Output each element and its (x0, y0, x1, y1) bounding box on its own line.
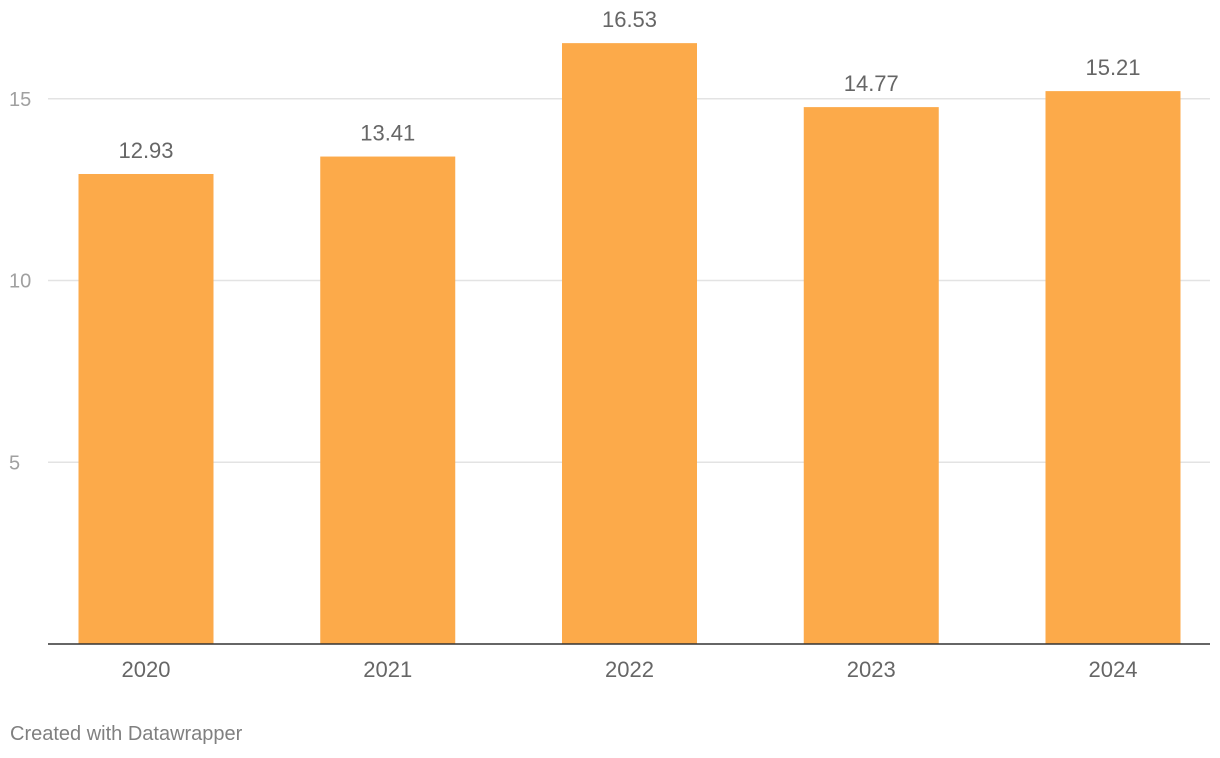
bar-2024 (1045, 91, 1181, 644)
bar-chart: 5 10 15 12.93 13.41 16.53 14.77 15.21 2020 2021… (9, 7, 1210, 682)
bar-2022 (562, 43, 697, 644)
y-tick-label: 10 (9, 271, 31, 293)
value-label: 12.93 (118, 138, 173, 163)
x-tick-label: 2023 (847, 657, 896, 682)
footer-credit: Created with Datawrapper (10, 723, 243, 745)
x-tick-label: 2020 (122, 657, 171, 682)
y-tick-label: 15 (9, 89, 31, 111)
bar-2020 (78, 173, 214, 644)
x-axis-tick-labels: 2020 2021 2022 2023 2024 (122, 657, 1138, 682)
x-tick-label: 2024 (1089, 657, 1138, 682)
x-tick-label: 2022 (605, 657, 654, 682)
y-tick-label: 5 (9, 452, 20, 474)
y-axis-tick-labels: 5 10 15 (9, 89, 31, 475)
value-label: 13.41 (360, 121, 415, 146)
value-label: 16.53 (602, 7, 657, 32)
bar-2021 (320, 156, 456, 644)
value-labels: 12.93 13.41 16.53 14.77 15.21 (118, 7, 1140, 163)
value-label: 15.21 (1085, 55, 1140, 80)
bar-2023 (803, 107, 939, 645)
value-label: 14.77 (844, 71, 899, 96)
x-tick-label: 2021 (363, 657, 412, 682)
bars (78, 43, 1181, 645)
